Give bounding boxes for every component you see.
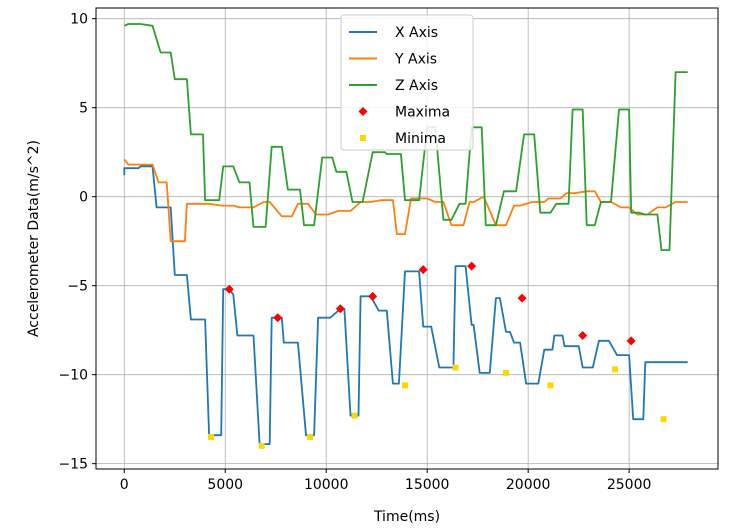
y-tick-label: −5 (67, 279, 88, 295)
maxima-marker (517, 293, 527, 303)
series-layer (123, 23, 688, 446)
maxima-marker (368, 291, 378, 301)
maxima-marker (224, 284, 234, 294)
x-tick-label: 10000 (304, 477, 349, 493)
ticks: 0 5000 10000 15000 20000 25000 −15 −10 −5 0 5 10 (58, 12, 651, 493)
legend-label-y-axis: Y Axis (394, 52, 437, 68)
y-axis-label: Accelerometer Data(m/s^2) (26, 140, 42, 337)
x-axis-label: Time(ms) (373, 509, 440, 525)
maxima-marker (578, 331, 588, 341)
maxima-marker (273, 313, 283, 323)
legend-label-x-axis: X Axis (395, 25, 438, 41)
y-tick-label: 5 (79, 101, 88, 117)
minima-marker (401, 382, 408, 389)
minima-marker (660, 416, 667, 423)
x-tick-label: 0 (120, 477, 129, 493)
minima-marker (351, 412, 358, 419)
x-tick-label: 5000 (207, 477, 243, 493)
y-tick-label: −10 (58, 368, 88, 384)
legend-swatch-maxima (358, 107, 368, 116)
x-tick-label: 15000 (405, 477, 450, 493)
series-line-x-axis (123, 165, 688, 446)
minima-marker (612, 366, 619, 373)
series-line-z-axis (123, 23, 688, 252)
x-tick-label: 20000 (506, 477, 551, 493)
y-tick-label: 10 (70, 12, 88, 28)
legend: X Axis Y Axis Z Axis Maxima Minima (340, 14, 474, 151)
y-tick-label: 0 (79, 190, 88, 206)
maxima-marker (418, 265, 428, 275)
minima-marker (547, 382, 554, 389)
y-tick-label: −15 (58, 457, 88, 473)
minima-marker (452, 364, 459, 371)
maxima-marker (626, 336, 636, 346)
minima-marker (208, 433, 215, 440)
minima-marker (502, 369, 509, 376)
legend-label-maxima: Maxima (395, 105, 450, 121)
legend-box (340, 14, 474, 151)
minima-marker (258, 442, 265, 449)
maxima-marker (335, 304, 345, 314)
legend-swatch-minima (360, 135, 366, 141)
marker-layer (208, 261, 667, 449)
plot-frame (95, 7, 719, 470)
series-line-y-axis (123, 158, 688, 243)
legend-label-minima: Minima (395, 131, 446, 147)
legend-label-z-axis: Z Axis (395, 78, 438, 94)
minima-marker (307, 433, 314, 440)
maxima-marker (467, 261, 477, 271)
x-tick-label: 25000 (607, 477, 652, 493)
